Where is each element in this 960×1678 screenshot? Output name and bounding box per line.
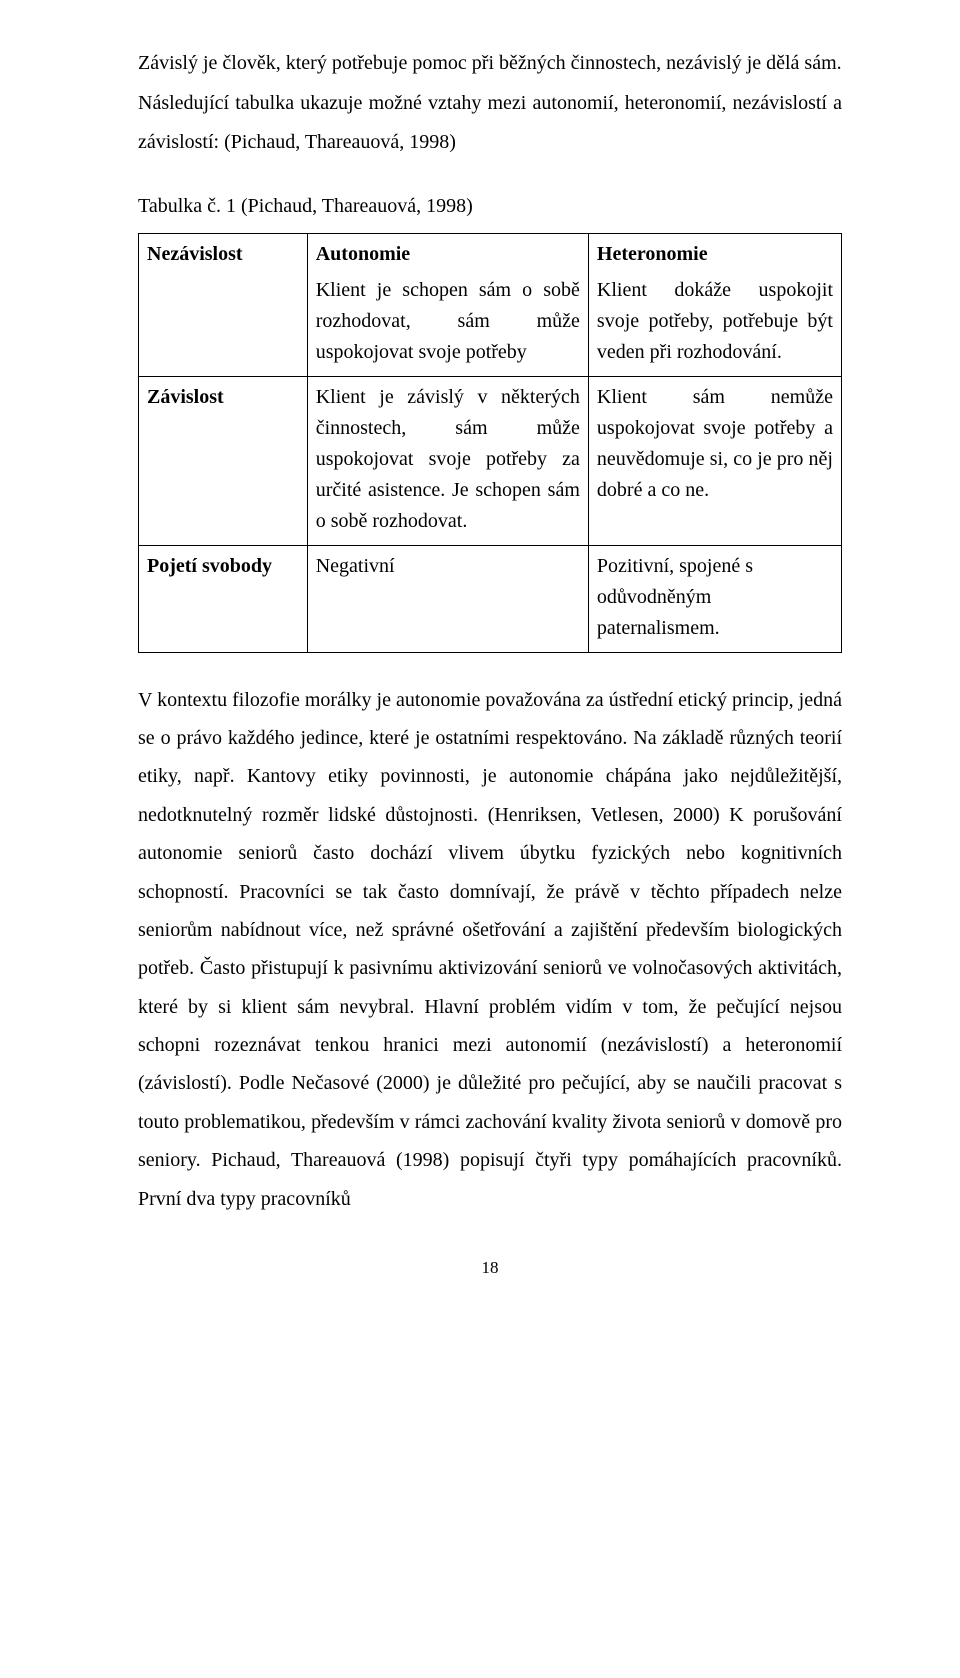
column-header-heteronomie: Heteronomie	[597, 239, 833, 270]
table-row: Nezávislost Autonomie Klient je schopen …	[139, 233, 842, 376]
column-header-autonomie: Autonomie	[316, 239, 580, 270]
cell-text: Klient sám nemůže uspokojovat svoje potř…	[597, 382, 833, 506]
page-number: 18	[138, 1259, 842, 1276]
intro-paragraph-2: Následující tabulka ukazuje možné vztahy…	[138, 84, 842, 161]
table-row: Pojetí svobody Negativní Pozitivní, spoj…	[139, 545, 842, 652]
row-label: Pojetí svobody	[147, 551, 299, 582]
body-paragraph: V kontextu filozofie morálky je autonomi…	[138, 681, 842, 1218]
row-label: Závislost	[147, 382, 299, 413]
table-row: Závislost Klient je závislý v některých …	[139, 376, 842, 545]
intro-paragraph-1: Závislý je člověk, který potřebuje pomoc…	[138, 44, 842, 82]
cell-text: Negativní	[316, 551, 580, 582]
table-caption: Tabulka č. 1 (Pichaud, Thareauová, 1998)	[138, 187, 842, 225]
cell-text: Pozitivní, spojené s odůvodněným paterna…	[597, 551, 833, 644]
cell-text: Klient je schopen sám o sobě rozhodovat,…	[316, 275, 580, 368]
cell-text: Klient dokáže uspokojit svoje potřeby, p…	[597, 275, 833, 368]
row-label: Nezávislost	[147, 239, 299, 270]
autonomy-table: Nezávislost Autonomie Klient je schopen …	[138, 233, 842, 653]
cell-text: Klient je závislý v některých činnostech…	[316, 382, 580, 537]
